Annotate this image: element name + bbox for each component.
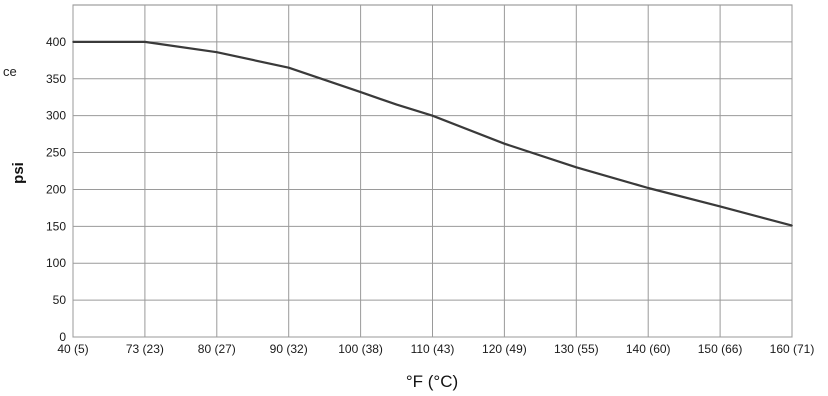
x-tick-label-7: 130 (55) bbox=[554, 342, 599, 356]
data-point-3 bbox=[287, 66, 290, 69]
x-tick-label-4: 100 (38) bbox=[338, 342, 383, 356]
data-point-6 bbox=[431, 114, 434, 117]
data-point-2 bbox=[216, 51, 218, 54]
grid bbox=[72, 4, 793, 338]
y-tick-label-300: 300 bbox=[46, 109, 66, 123]
x-axis-label: °F (°C) bbox=[406, 372, 458, 391]
y-tick-label-200: 200 bbox=[46, 182, 66, 196]
data-point-11 bbox=[791, 224, 793, 227]
data-point-8 bbox=[575, 166, 578, 169]
x-tick-label-2: 80 (27) bbox=[198, 342, 236, 356]
y-axis-label: psi bbox=[10, 162, 27, 184]
y-tick-label-50: 50 bbox=[53, 293, 67, 307]
y-tick-label-250: 250 bbox=[46, 146, 66, 160]
x-tick-labels: 40 (5) 73 (23) 80 (27) 90 (32) 100 (38) 110 (… bbox=[57, 342, 814, 356]
x-tick-label-1: 73 (23) bbox=[126, 342, 164, 356]
y-tick-label-0: 0 bbox=[59, 330, 66, 344]
x-tick-label-0: 40 (5) bbox=[57, 342, 88, 356]
data-point-9 bbox=[647, 187, 649, 189]
series-layer bbox=[72, 40, 793, 227]
x-tick-label-5: 110 (43) bbox=[411, 342, 455, 356]
data-point-5 bbox=[395, 103, 398, 106]
data-point-0 bbox=[72, 41, 74, 43]
data-point-7 bbox=[503, 142, 506, 145]
x-tick-label-6: 120 (49) bbox=[482, 342, 527, 356]
x-tick-label-3: 90 (32) bbox=[270, 342, 308, 356]
y-tick-label-100: 100 bbox=[46, 256, 66, 270]
x-tick-label-10: 160 (71) bbox=[770, 342, 815, 356]
y-tick-label-150: 150 bbox=[46, 219, 66, 233]
data-point-1 bbox=[144, 41, 146, 43]
data-point-10 bbox=[719, 205, 721, 208]
y-tick-labels: 0 50 100 150 200 250 300 350 400 bbox=[46, 35, 66, 344]
y-tick-label-400: 400 bbox=[46, 35, 66, 49]
y-tick-label-350: 350 bbox=[46, 72, 66, 86]
edge-text: ce bbox=[3, 64, 17, 79]
x-tick-label-8: 140 (60) bbox=[626, 342, 671, 356]
series-line-0 bbox=[73, 40, 793, 227]
data-point-4 bbox=[359, 91, 362, 93]
x-tick-label-9: 150 (66) bbox=[698, 342, 743, 356]
